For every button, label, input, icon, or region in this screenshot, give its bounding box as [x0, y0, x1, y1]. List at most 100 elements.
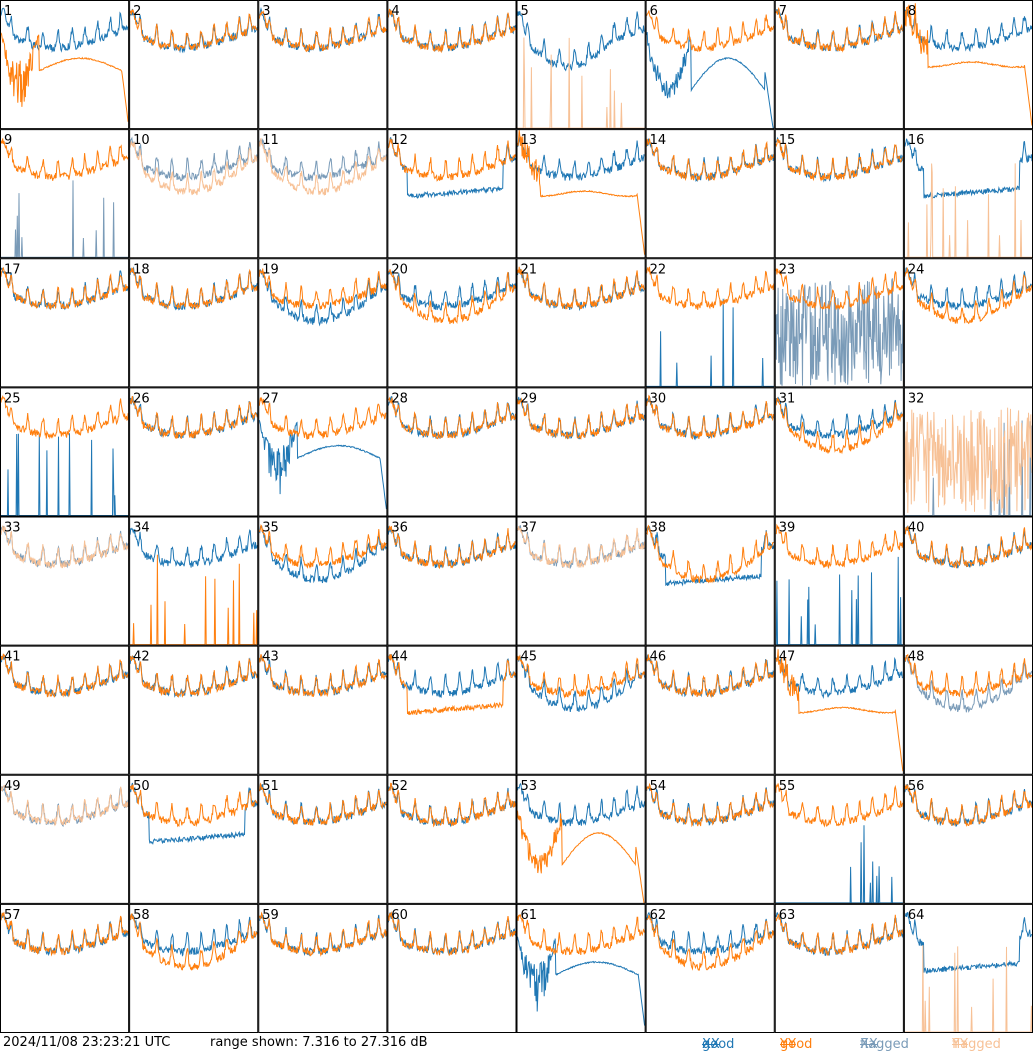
- series-yy-line: [646, 654, 775, 699]
- panel-label: 9: [4, 133, 12, 148]
- panel-border: [258, 903, 388, 1033]
- panel-border: [129, 774, 259, 904]
- panel-52: 52: [387, 774, 517, 904]
- panel-border: [387, 645, 517, 775]
- panel-border: [645, 387, 775, 517]
- panel-label: 23: [779, 262, 796, 277]
- panel-label: 16: [908, 133, 925, 148]
- series-yy-line: [129, 395, 258, 439]
- panel-label: 46: [650, 650, 667, 665]
- series-yy-line: [0, 785, 129, 827]
- panel-44: 44: [387, 645, 517, 775]
- series-yy-line: [517, 914, 646, 956]
- panel-label: 15: [779, 133, 796, 148]
- panel-label: 34: [133, 521, 150, 536]
- series-yy-line: [129, 912, 258, 971]
- series-xx-line: [904, 912, 1033, 975]
- panel-border: [129, 129, 259, 259]
- series-xx-line: [0, 655, 129, 697]
- panel-border: [129, 387, 259, 517]
- panel-35: 35: [258, 516, 388, 646]
- panel-label: 58: [133, 908, 150, 923]
- series-xx-line: [0, 7, 129, 53]
- panel-border: [387, 903, 517, 1033]
- series-xx-line: [517, 936, 646, 1026]
- panel-24: 24: [903, 258, 1033, 388]
- panel-border: [516, 774, 646, 904]
- panel-label: 6: [650, 4, 658, 19]
- series-yy-line: [387, 525, 516, 570]
- panel-4: 4: [387, 0, 517, 130]
- panel-border: [258, 129, 388, 259]
- panel-label: 10: [133, 133, 150, 148]
- panel-label: 25: [4, 391, 21, 406]
- series-yy-line: [0, 266, 129, 311]
- panel-border: [0, 258, 130, 388]
- panel-label: 40: [908, 521, 925, 536]
- panel-12: 12: [387, 129, 517, 259]
- series-xx-line: [258, 138, 387, 182]
- panel-label: 49: [4, 779, 21, 794]
- series-xx-line: [387, 653, 516, 699]
- panel-56: 56: [903, 774, 1033, 904]
- panel-border: [0, 0, 130, 130]
- panel-label: 52: [391, 779, 408, 794]
- panel-label: 64: [908, 908, 925, 923]
- panel-label: 54: [650, 779, 667, 794]
- panel-13: 13: [516, 129, 646, 259]
- panel-border: [774, 129, 904, 259]
- series-xx-line: [646, 31, 774, 129]
- panel-label: 53: [521, 779, 538, 794]
- panel-border: [774, 258, 904, 388]
- panel-label: 44: [391, 650, 408, 665]
- panel-border: [0, 387, 130, 517]
- series-yy-line: [0, 525, 129, 569]
- panel-22: 22: [645, 258, 775, 388]
- panel-25: 25: [0, 387, 130, 517]
- panel-label: 12: [391, 133, 408, 148]
- panel-border: [258, 0, 388, 130]
- panel-55: 55: [774, 774, 904, 904]
- panel-border: [129, 0, 259, 130]
- series-xx-line: [904, 138, 1033, 200]
- series-yy-line: [517, 810, 645, 904]
- panel-label: 62: [650, 908, 667, 923]
- panel-label: 39: [779, 521, 796, 536]
- panel-62: 62: [645, 903, 775, 1033]
- panel-29: 29: [516, 387, 646, 517]
- panel-label: 42: [133, 650, 150, 665]
- legend-word: flagged: [952, 1037, 1001, 1052]
- series-yy-line: [904, 3, 1033, 126]
- panel-border: [129, 903, 259, 1033]
- panel-border: [516, 0, 646, 130]
- series-yy-line: [775, 913, 904, 956]
- legend-word: good: [780, 1037, 813, 1052]
- panel-47: 47: [774, 645, 904, 775]
- panel-label: 50: [133, 779, 150, 794]
- panel-33: 33: [0, 516, 130, 646]
- panel-border: [774, 645, 904, 775]
- panel-50: 50: [129, 774, 259, 904]
- panel-26: 26: [129, 387, 259, 517]
- series-yy-line: [775, 7, 904, 53]
- series-yy-line: [517, 526, 646, 569]
- panel-label: 59: [262, 908, 279, 923]
- series-yy-line: [517, 37, 645, 129]
- legend-word: good: [702, 1037, 735, 1052]
- legend-pol: XX: [860, 1037, 878, 1052]
- panel-30: 30: [645, 387, 775, 517]
- panel-label: 18: [133, 262, 150, 277]
- panel-label: 21: [521, 262, 538, 277]
- series-yy-line: [646, 266, 775, 310]
- series-yy-line: [517, 266, 646, 310]
- panel-label: 28: [391, 391, 408, 406]
- panel-58: 58: [129, 903, 259, 1033]
- panel-border: [0, 903, 130, 1033]
- panel-border: [258, 774, 388, 904]
- series-yy-line: [904, 407, 1033, 515]
- panel-label: 47: [779, 650, 796, 665]
- panel-border: [258, 387, 388, 517]
- panel-48: 48: [903, 645, 1033, 775]
- panel-border: [0, 774, 130, 904]
